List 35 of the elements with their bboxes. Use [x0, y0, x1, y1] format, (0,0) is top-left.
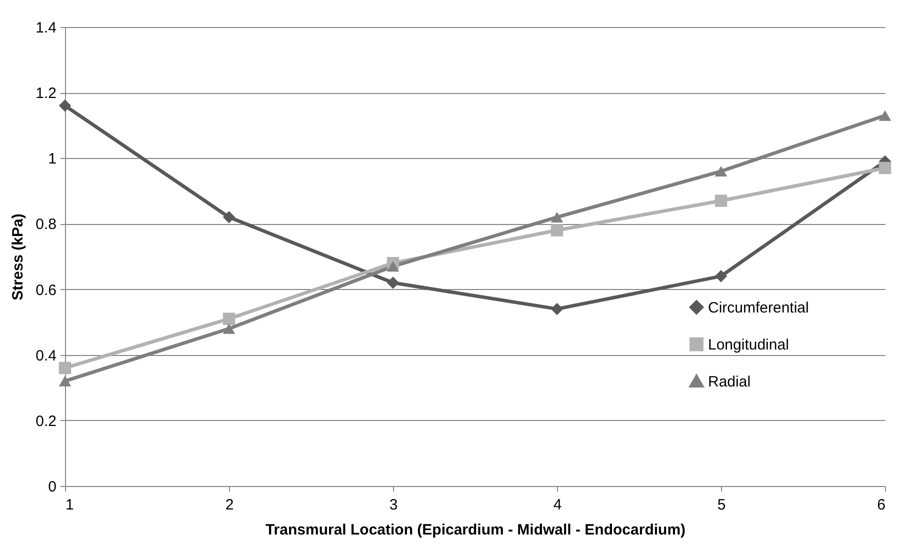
point — [550, 302, 564, 316]
y-tick-label: 1.2 — [36, 85, 56, 102]
point — [58, 362, 72, 374]
legend-label: Circumferential — [708, 299, 809, 316]
point — [58, 376, 72, 386]
x-tick-label: 5 — [717, 496, 726, 514]
point — [222, 211, 236, 224]
legend-label: Longitudinal — [708, 336, 789, 354]
x-tick-label: 6 — [877, 496, 886, 514]
y-tick-label: 1 — [48, 150, 56, 168]
legend-label: Radial — [708, 373, 751, 390]
y-tick-label: 0.2 — [36, 412, 56, 430]
point — [714, 166, 728, 177]
point — [878, 162, 892, 174]
x-tick-label: 2 — [225, 496, 234, 514]
y-axis-title: Stress (kPa) — [10, 214, 27, 300]
point — [222, 323, 236, 334]
y-tick-label: 0.6 — [36, 282, 56, 299]
point — [550, 224, 564, 236]
point — [550, 212, 564, 222]
y-tick-label: 0.4 — [36, 347, 56, 364]
x-axis-title: Transmural Location (Epicardium - Midwall - Endocardium) — [265, 522, 686, 538]
point — [386, 261, 400, 272]
y-tick-label: 1.4 — [36, 20, 56, 36]
point — [222, 312, 236, 325]
point — [714, 270, 728, 282]
point — [58, 100, 72, 112]
x-tick-label: 3 — [389, 496, 398, 514]
point — [714, 194, 728, 207]
point — [386, 276, 400, 289]
x-tick-label: 4 — [553, 496, 562, 514]
y-tick-label: 0 — [48, 478, 56, 496]
y-tick-label: 0.8 — [36, 216, 56, 234]
x-tick-label: 1 — [66, 496, 74, 514]
point — [878, 110, 892, 121]
